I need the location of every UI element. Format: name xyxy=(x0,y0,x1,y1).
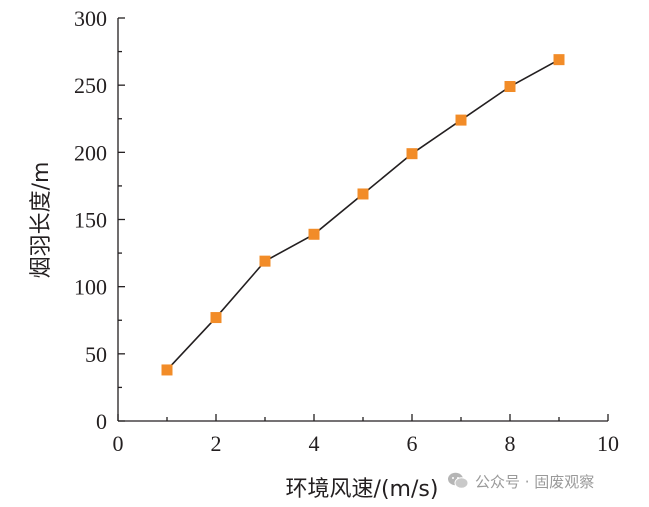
y-tick-label: 0 xyxy=(96,409,107,434)
data-point xyxy=(553,54,565,66)
y-tick-label: 300 xyxy=(74,6,107,31)
y-tick-label: 50 xyxy=(85,342,107,367)
watermark-text: 公众号 · 固废观察 xyxy=(475,472,595,491)
plot-area xyxy=(161,54,565,376)
data-point xyxy=(504,81,516,93)
data-point xyxy=(259,255,271,267)
x-axis-title: 环境风速/(m/s) xyxy=(286,477,439,502)
y-tick-label: 200 xyxy=(74,140,107,165)
watermark: 公众号 · 固废观察 xyxy=(447,468,594,494)
data-point xyxy=(455,114,467,126)
x-tick-label: 8 xyxy=(505,431,516,456)
x-tick-label: 10 xyxy=(597,431,619,456)
x-tick-label: 2 xyxy=(211,431,222,456)
y-tick-label: 250 xyxy=(74,73,107,98)
data-point xyxy=(210,312,222,324)
x-tick-label: 0 xyxy=(113,431,124,456)
data-point xyxy=(308,228,320,240)
y-axis-title: 烟羽长度/m xyxy=(29,162,54,279)
data-point xyxy=(357,188,369,200)
wechat-icon xyxy=(447,471,469,491)
y-tick-label: 150 xyxy=(74,208,107,233)
data-point xyxy=(406,148,418,160)
y-tick-label: 100 xyxy=(74,275,107,300)
series-line xyxy=(166,58,560,371)
x-tick-label: 4 xyxy=(309,431,320,456)
x-tick-label: 6 xyxy=(407,431,418,456)
data-point xyxy=(161,364,173,376)
